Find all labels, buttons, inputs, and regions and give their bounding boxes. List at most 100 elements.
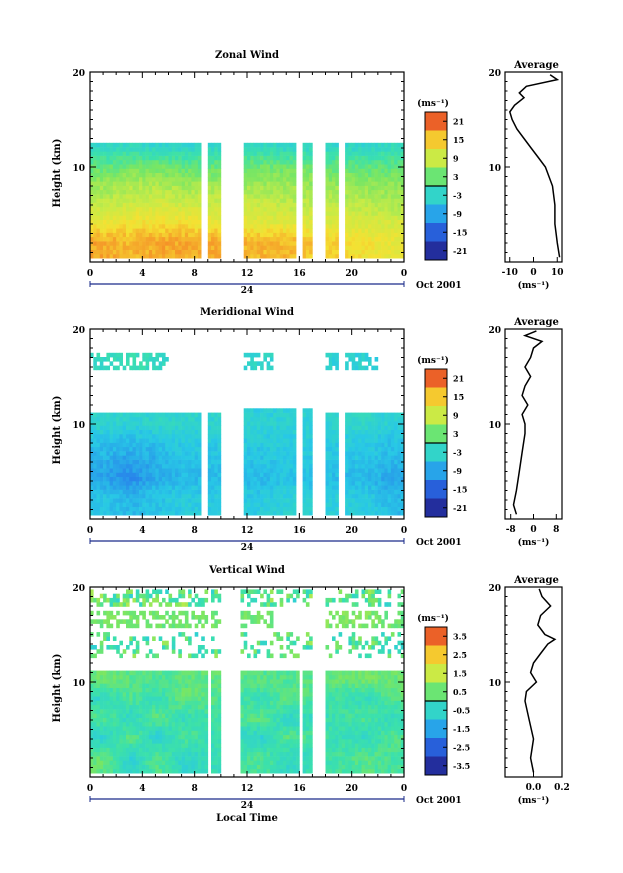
- heatmap-cell: [368, 442, 372, 448]
- heatmap-cell: [384, 181, 388, 186]
- heatmap-cell: [109, 442, 114, 448]
- heatmap-cell: [253, 181, 258, 186]
- heatmap-cell: [263, 434, 267, 439]
- heatmap-cell: [325, 155, 330, 161]
- heatmap-cell: [103, 687, 107, 693]
- heatmap-cell: [276, 472, 280, 477]
- heatmap-cell: [129, 177, 133, 182]
- heatmap-cell: [309, 198, 313, 203]
- heatmap-cell: [377, 472, 382, 477]
- heatmap-cell: [397, 189, 402, 195]
- heatmap-cell: [384, 215, 388, 220]
- heatmap-cell: [247, 168, 251, 173]
- heatmap-cell: [214, 241, 218, 246]
- heatmap-cell: [269, 142, 274, 148]
- heatmap-cell: [243, 219, 248, 225]
- heatmap-cell: [119, 438, 123, 443]
- heatmap-cell: [217, 142, 222, 148]
- heatmap-cell: [93, 365, 97, 371]
- heatmap-cell: [332, 147, 336, 152]
- heatmap-cell: [302, 412, 307, 418]
- heatmap-cell: [328, 164, 333, 169]
- heatmap-cell: [152, 172, 156, 178]
- heatmap-cell: [387, 416, 392, 422]
- heatmap-cell: [266, 451, 271, 456]
- heatmap-cell: [93, 189, 97, 195]
- heatmap-cell: [381, 502, 385, 507]
- heatmap-cell: [273, 202, 277, 208]
- heatmap-cell: [394, 232, 398, 238]
- heatmap-cell: [354, 455, 359, 460]
- heatmap-cell: [188, 236, 192, 242]
- heatmap-cell: [289, 429, 294, 435]
- heatmap-cell: [283, 421, 287, 426]
- heatmap-cell: [99, 700, 104, 706]
- heatmap-cell: [384, 172, 388, 178]
- heatmap-cell: [106, 245, 110, 250]
- heatmap-cell: [109, 463, 114, 469]
- heatmap-cell: [175, 177, 179, 182]
- heatmap-cell: [217, 198, 222, 203]
- heatmap-cell: [93, 438, 97, 443]
- heatmap-cell: [184, 485, 189, 490]
- heatmap-cell: [358, 185, 362, 191]
- heatmap-cell: [390, 155, 395, 161]
- heatmap-cell: [214, 228, 218, 233]
- heatmap-cell: [332, 438, 336, 443]
- heatmap-cell: [158, 485, 163, 490]
- heatmap-cell: [253, 172, 258, 178]
- heatmap-cell: [250, 446, 254, 452]
- heatmap-cell: [387, 232, 392, 238]
- heatmap-cell: [175, 211, 179, 216]
- heatmap-cell: [335, 198, 339, 203]
- x-tick-label: 0: [87, 526, 93, 536]
- heatmap-cell: [273, 224, 277, 229]
- heatmap-cell: [175, 463, 179, 469]
- heatmap-cell: [276, 421, 280, 426]
- heatmap-cell: [374, 177, 379, 182]
- heatmap-cell: [109, 211, 114, 216]
- heatmap-cell: [260, 463, 264, 469]
- heatmap-cell: [142, 498, 146, 503]
- heatmap-cell: [122, 743, 127, 748]
- heatmap-cell: [165, 493, 169, 499]
- heatmap-cell: [93, 751, 97, 757]
- heatmap-cell: [354, 506, 359, 512]
- heatmap-cell: [283, 151, 287, 156]
- heatmap-cell: [286, 493, 290, 499]
- heatmap-cell: [273, 253, 277, 259]
- heatmap-cell: [188, 481, 192, 486]
- heatmap-cell: [276, 228, 280, 233]
- heatmap-cell: [351, 172, 356, 178]
- heatmap-cell: [250, 211, 254, 216]
- heatmap-cell: [142, 365, 146, 371]
- heatmap-cell: [289, 506, 294, 512]
- heatmap-cell: [292, 211, 297, 216]
- heatmap-cell: [397, 498, 402, 503]
- heatmap-cell: [90, 442, 94, 448]
- heatmap-cell: [129, 228, 133, 233]
- heatmap-cell: [243, 155, 248, 161]
- heatmap-cell: [371, 498, 375, 503]
- heatmap-cell: [194, 459, 199, 465]
- heatmap-cell: [400, 472, 405, 477]
- heatmap-cell: [368, 472, 372, 477]
- heatmap-cell: [188, 463, 192, 469]
- heatmap-cell: [256, 181, 261, 186]
- heatmap-cell: [309, 421, 313, 426]
- heatmap-cell: [109, 481, 114, 486]
- heatmap-cell: [243, 476, 248, 482]
- heatmap-cell: [188, 168, 192, 173]
- heatmap-cell: [126, 502, 130, 507]
- heatmap-cell: [358, 245, 362, 250]
- heatmap-cell: [90, 416, 94, 422]
- heatmap-cell: [305, 489, 310, 495]
- heatmap-cell: [155, 352, 159, 358]
- heatmap-cell: [309, 481, 313, 486]
- heatmap-cell: [328, 446, 333, 452]
- heatmap-cell: [276, 476, 280, 482]
- heatmap-cell: [129, 249, 133, 255]
- heatmap-cell: [250, 249, 254, 255]
- heatmap-cell: [368, 421, 372, 426]
- heatmap-cell: [309, 446, 313, 452]
